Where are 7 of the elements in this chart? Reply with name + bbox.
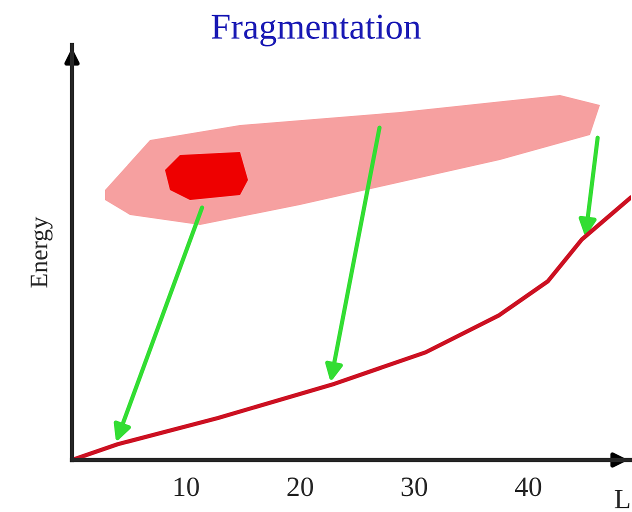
- x-axis-title: L: [614, 490, 630, 508]
- x-tick-label: 20: [287, 477, 313, 496]
- chart-title: Fragmentation: [212, 14, 421, 46]
- x-tick-label: 10: [174, 477, 199, 496]
- x-tick-label: 40: [514, 477, 542, 496]
- x-tick-label: 30: [402, 477, 428, 496]
- y-axis-title: Energy: [30, 216, 53, 288]
